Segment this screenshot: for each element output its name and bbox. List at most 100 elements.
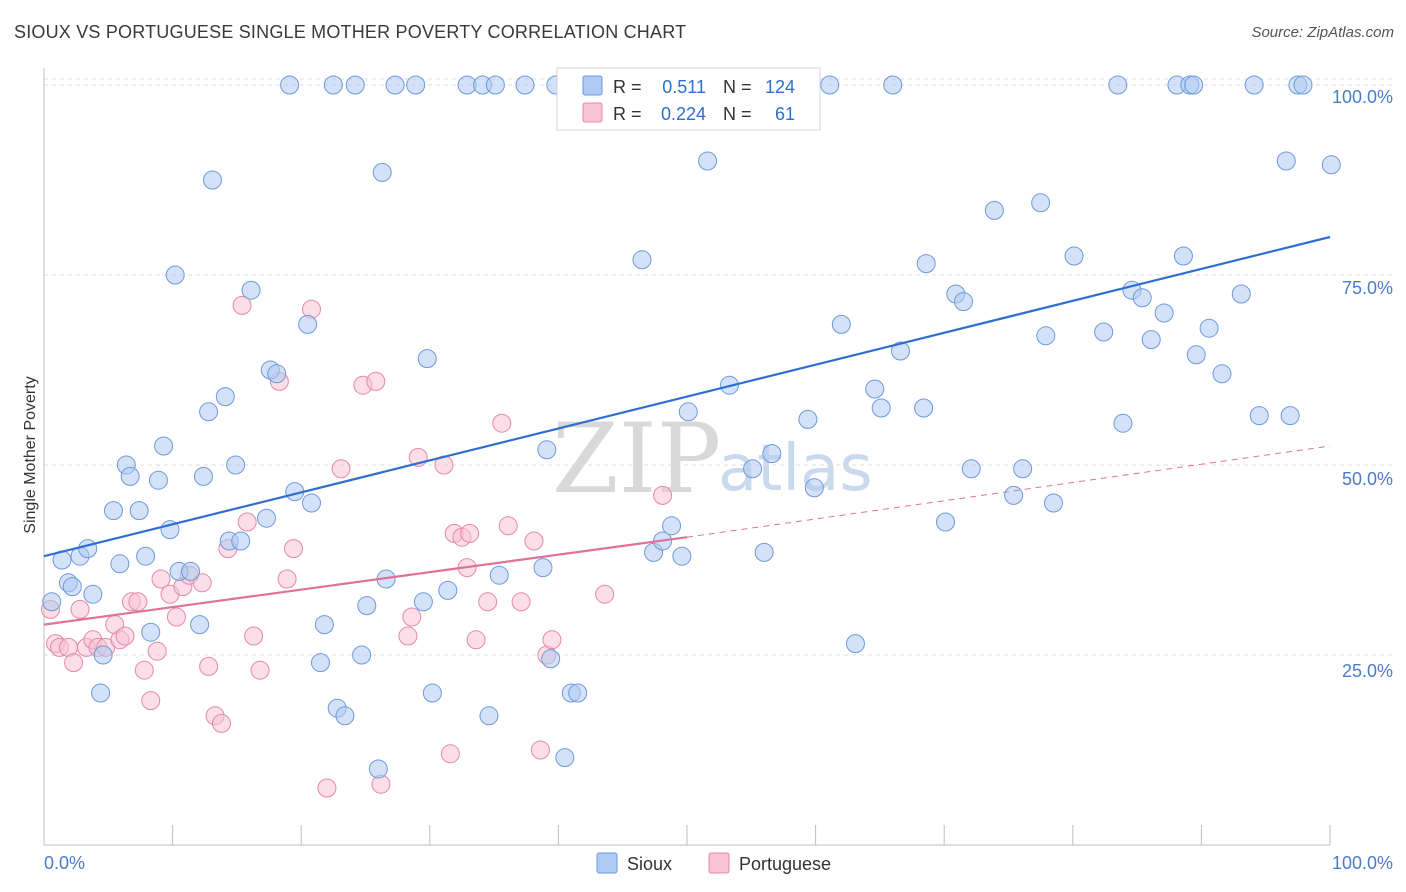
sioux-point [914, 398, 934, 418]
sioux-point [762, 444, 782, 464]
sioux-point [1184, 75, 1204, 95]
y-axis-title: Single Mother Poverty [22, 376, 39, 533]
portuguese-trend-extension [686, 445, 1331, 538]
legend-n-value-portuguese: 61 [775, 104, 795, 124]
sioux-point [335, 706, 355, 726]
portuguese-point [524, 531, 544, 551]
sioux-point [1244, 75, 1264, 95]
sioux-point [935, 512, 955, 532]
sioux-point [754, 542, 774, 562]
legend-r-label: R = [613, 77, 642, 97]
sioux-point [1031, 193, 1051, 213]
sioux-point [78, 539, 98, 559]
sioux-point [820, 75, 840, 95]
sioux-point [120, 466, 140, 486]
sioux-point [413, 592, 433, 612]
portuguese-point [237, 512, 257, 532]
portuguese-point [511, 592, 531, 612]
sioux-point [568, 683, 588, 703]
sioux-point [231, 531, 251, 551]
sioux-point [301, 493, 321, 513]
chart-title: SIOUX VS PORTUGUESE SINGLE MOTHER POVERT… [14, 22, 687, 42]
sioux-point [1094, 322, 1114, 342]
sioux-point [323, 75, 343, 95]
sioux-point [406, 75, 426, 95]
portuguese-point [478, 592, 498, 612]
legend-n-label: N = [723, 77, 752, 97]
sioux-point [62, 577, 82, 597]
sioux-point [533, 558, 553, 578]
sioux-point [91, 683, 111, 703]
portuguese-point [141, 691, 161, 711]
portuguese-point [64, 653, 84, 673]
sioux-point [136, 546, 156, 566]
sioux-point [148, 470, 168, 490]
sioux-point [141, 622, 161, 642]
sioux-point [1113, 413, 1133, 433]
sioux-point [199, 402, 219, 422]
portuguese-point [283, 539, 303, 559]
legend-n-label: N = [723, 104, 752, 124]
sioux-point [368, 759, 388, 779]
sioux-point [1036, 326, 1056, 346]
portuguese-point [244, 626, 264, 646]
portuguese-point [211, 713, 231, 733]
legend-r-label: R = [613, 104, 642, 124]
sioux-point [1132, 288, 1152, 308]
sioux-point [515, 75, 535, 95]
portuguese-point [366, 371, 386, 391]
sioux-point [129, 501, 149, 521]
sioux-point [1231, 284, 1251, 304]
sioux-point [672, 546, 692, 566]
watermark-zip: ZIP [552, 403, 721, 515]
sioux-point [743, 459, 763, 479]
sioux-point [352, 645, 372, 665]
sioux-point [314, 615, 334, 635]
portuguese-point [331, 459, 351, 479]
sioux-point [181, 561, 201, 581]
sioux-point [1293, 75, 1313, 95]
sioux-point [984, 200, 1004, 220]
sioux-point [256, 508, 276, 528]
sioux-point [422, 683, 442, 703]
sioux-point [190, 615, 210, 635]
sioux-point [226, 455, 246, 475]
sioux-point [372, 162, 392, 182]
portuguese-trend-line [43, 536, 688, 626]
sioux-point [831, 314, 851, 334]
sioux-point [916, 254, 936, 274]
sioux-point [154, 436, 174, 456]
sioux-point [1108, 75, 1128, 95]
sioux-trend-line [43, 235, 1331, 558]
sioux-point [110, 554, 130, 574]
sioux-point [1212, 364, 1232, 384]
sioux-point [385, 75, 405, 95]
sioux-point [1173, 246, 1193, 266]
sioux-point [541, 649, 561, 669]
portuguese-point [460, 523, 480, 543]
legend-swatch-portuguese [582, 102, 603, 123]
sioux-point [202, 170, 222, 190]
portuguese-point [530, 740, 550, 760]
sioux-point [438, 580, 458, 600]
portuguese-point [199, 656, 219, 676]
portuguese-point [492, 413, 512, 433]
sioux-point [280, 75, 300, 95]
sioux-point [42, 592, 62, 612]
sioux-point [1004, 485, 1024, 505]
sioux-point [883, 75, 903, 95]
sioux-point [165, 265, 185, 285]
sioux-point [890, 341, 910, 361]
portuguese-point [653, 485, 673, 505]
portuguese-point [70, 599, 90, 619]
sioux-point [865, 379, 885, 399]
portuguese-point [232, 295, 252, 315]
sioux-point [1199, 318, 1219, 338]
sioux-point [241, 280, 261, 300]
bottom-legend-swatch-sioux [596, 852, 618, 874]
portuguese-point [250, 660, 270, 680]
sioux-point [1141, 330, 1161, 350]
sioux-point [93, 645, 113, 665]
x-tick-label-100: 100.0% [1332, 853, 1393, 873]
portuguese-point [151, 569, 171, 589]
